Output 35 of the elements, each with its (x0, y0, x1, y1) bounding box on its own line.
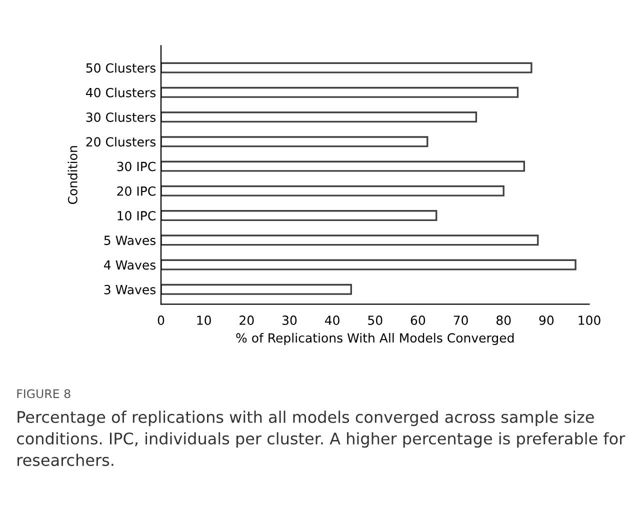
x-tick-label: 20 (240, 316, 254, 325)
bar (161, 284, 352, 295)
x-tick-label: 0 (158, 316, 164, 325)
y-tick-label: 30 Clusters (86, 112, 156, 122)
bar (161, 62, 532, 74)
x-tick-label: 70 (454, 316, 468, 325)
bar (161, 259, 576, 270)
y-tick-label: 4 Waves (104, 260, 156, 270)
bar (161, 112, 478, 123)
bar (161, 160, 525, 172)
y-tick-label: 40 Clusters (86, 88, 156, 98)
x-tick-label: 60 (410, 316, 426, 325)
x-axis-title: % of Replications With All Models Converged (236, 332, 514, 346)
x-tick-label: 10 (197, 316, 211, 325)
x-tick-label: 40 (324, 316, 340, 325)
bar (161, 136, 428, 148)
x-tick-label: 90 (539, 316, 554, 325)
x-tick-label: 80 (496, 316, 511, 325)
y-tick-label: 30 IPC (117, 162, 156, 172)
y-tick-label: 10 IPC (118, 211, 156, 220)
y-tick-label: 20 IPC (117, 186, 156, 196)
bar (161, 210, 438, 222)
x-tick-label: 100 (578, 316, 600, 325)
x-tick-label: 50 (368, 316, 382, 325)
bar (161, 86, 519, 98)
bar (161, 185, 504, 196)
caption: FIGURE 8 (17, 389, 70, 398)
y-tick-label: 50 Clusters (86, 63, 156, 73)
y-tick-label: 20 Clusters (86, 136, 156, 147)
text: Percentage of replications with all models converged across sample size conditions. IPC, individuals per cluster. A higher percentage is preferable for researchers. (16, 410, 626, 466)
x-tick-label: 30 (282, 316, 297, 325)
y-tick-label: 3 Waves (104, 284, 156, 294)
y-axis-title: Condition (68, 146, 78, 204)
y-tick-label: 5 Waves (104, 236, 156, 246)
bar (161, 234, 539, 246)
